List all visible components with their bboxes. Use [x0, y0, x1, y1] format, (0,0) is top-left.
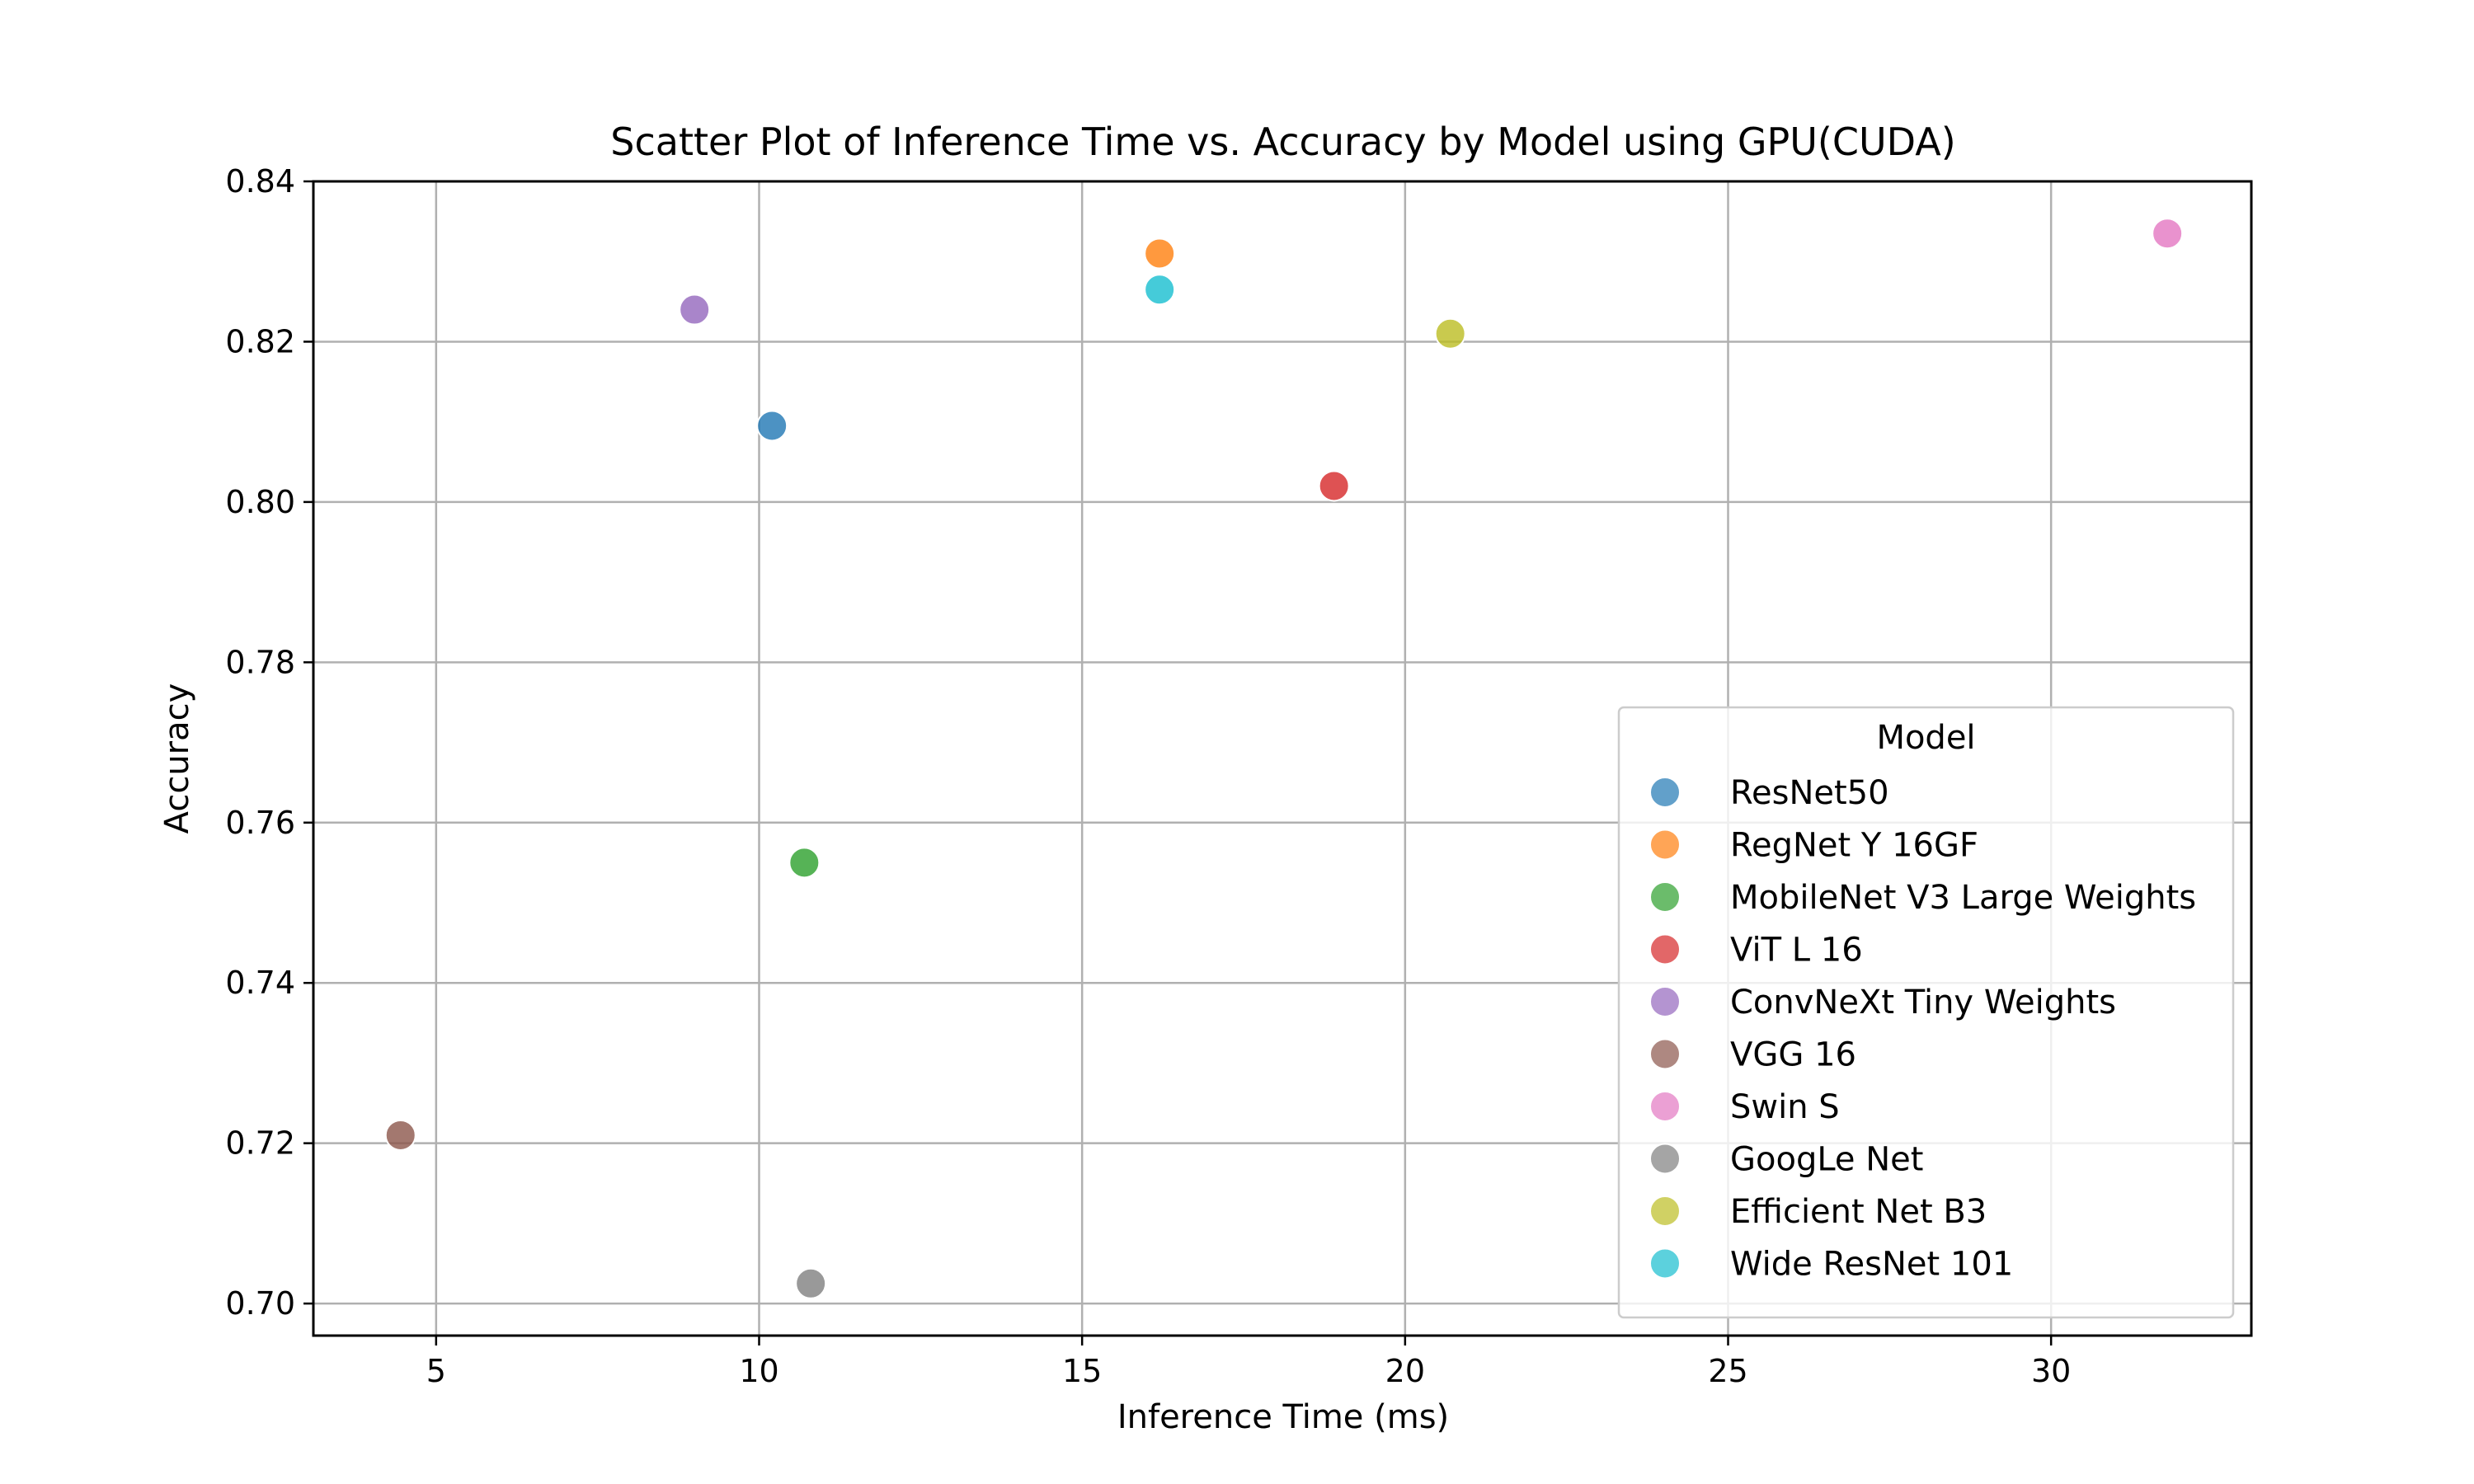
legend-label: Wide ResNet 101 [1730, 1246, 2013, 1284]
legend-marker [1649, 986, 1681, 1017]
legend-box [1617, 706, 2235, 1319]
data-point [756, 410, 788, 442]
y-tick-label: 0.84 [225, 163, 295, 200]
legend-label: ResNet50 [1730, 774, 1889, 812]
y-tick-label: 0.76 [225, 805, 295, 841]
legend-label: RegNet Y 16GF [1730, 827, 1978, 865]
x-tick-label: 20 [1385, 1353, 1425, 1389]
data-point [679, 294, 711, 326]
data-point [384, 1119, 416, 1151]
legend-label: Efficient Net B3 [1730, 1193, 1987, 1231]
y-tick-label: 0.82 [225, 323, 295, 359]
x-axis-label: Inference Time (ms) [1117, 1398, 1449, 1436]
y-tick-label: 0.80 [225, 484, 295, 520]
x-tick-label: 30 [2031, 1353, 2071, 1389]
data-points [384, 218, 2184, 1299]
y-tick-label: 0.72 [225, 1125, 295, 1162]
legend-items: ResNet50 RegNet Y 16GF MobileNet V3 Large … [1649, 774, 2196, 1284]
legend-label: GoogLe Net [1730, 1141, 1923, 1179]
legend-marker [1649, 881, 1681, 913]
y-tick-label: 0.78 [225, 644, 295, 680]
chart-title: Scatter Plot of Inference Time vs. Accur… [610, 120, 1955, 164]
y-axis-ticks: 0.70 0.72 0.74 0.76 0.78 0.80 0.82 0.84 [225, 163, 313, 1322]
legend-marker [1649, 1091, 1681, 1122]
y-tick-label: 0.74 [225, 965, 295, 1001]
y-axis-label: Accuracy [158, 683, 196, 834]
data-point [1434, 317, 1466, 350]
legend-marker [1649, 829, 1681, 861]
legend-title: Model [1876, 719, 1975, 757]
plot-frame [312, 180, 2253, 1337]
data-point [1318, 470, 1350, 502]
data-point [2152, 218, 2184, 250]
legend-label: MobileNet V3 Large Weights [1730, 879, 2196, 917]
x-tick-label: 25 [1708, 1353, 1747, 1389]
x-tick-label: 15 [1062, 1353, 1102, 1389]
legend-marker [1649, 777, 1681, 808]
legend-marker [1649, 1195, 1681, 1227]
y-tick-label: 0.70 [225, 1285, 295, 1322]
legend-marker [1649, 1143, 1681, 1175]
x-axis-ticks: 5 10 15 20 25 30 [426, 1336, 2071, 1389]
data-point [795, 1267, 827, 1299]
data-point [1144, 237, 1176, 270]
x-tick-label: 10 [739, 1353, 778, 1389]
data-point [788, 847, 821, 879]
legend-label: VGG 16 [1730, 1036, 1856, 1074]
legend-marker [1649, 1247, 1681, 1280]
legend-marker [1649, 1038, 1681, 1070]
legend: Model ResNet50 RegNet Y 16GF MobileNet V3 … [1617, 706, 2235, 1319]
x-tick-label: 5 [426, 1353, 446, 1389]
legend-label: Swin S [1730, 1088, 1840, 1126]
legend-label: ViT L 16 [1730, 932, 1863, 970]
legend-marker [1649, 933, 1681, 965]
data-point [1144, 274, 1176, 306]
legend-label: ConvNeXt Tiny Weights [1730, 984, 2116, 1021]
